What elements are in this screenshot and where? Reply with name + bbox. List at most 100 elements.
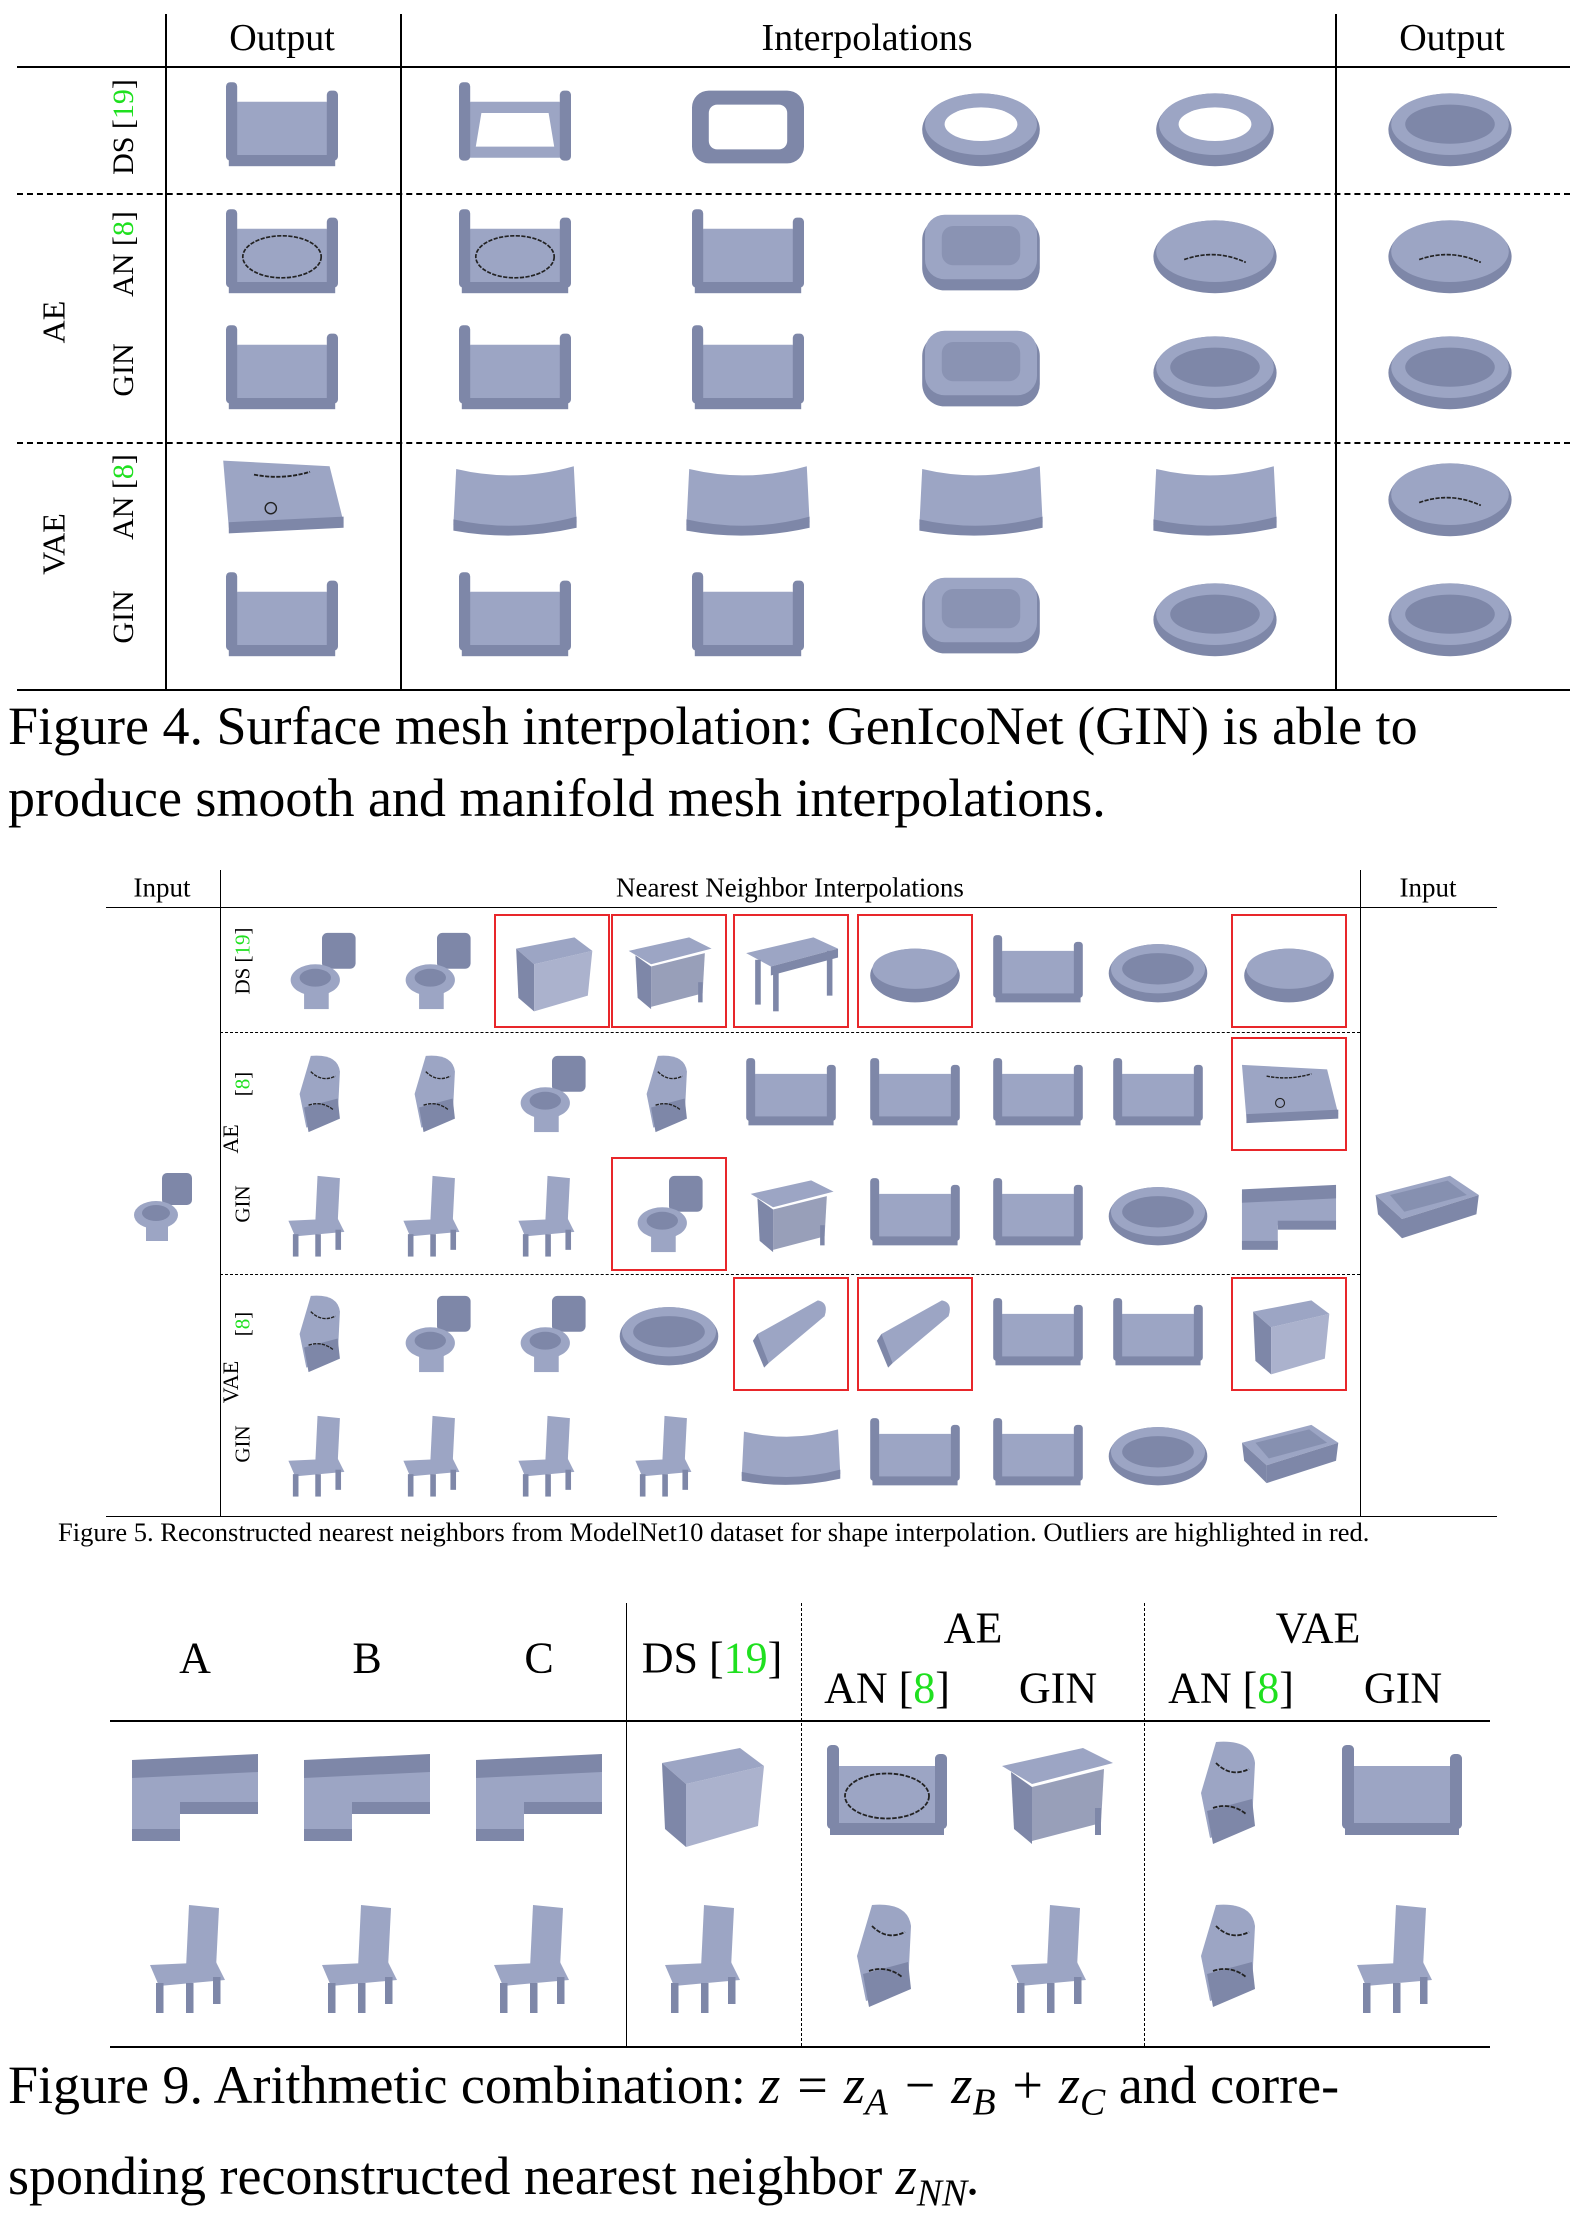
- mesh-render: [1241, 1064, 1339, 1124]
- mesh-render: [1108, 1187, 1208, 1246]
- mesh-chair: [266, 1159, 378, 1269]
- divider: [220, 870, 221, 1517]
- group-label-vae: VAE: [218, 1360, 243, 1404]
- mesh-mattress: [735, 1399, 847, 1509]
- dashed-separator: [220, 1274, 1360, 1275]
- mesh-tub-box: [1366, 1157, 1486, 1257]
- mesh-bed: [982, 1279, 1094, 1389]
- mesh-render: [619, 1307, 719, 1366]
- mesh-render: [692, 325, 804, 410]
- mesh-mattress: [901, 441, 1061, 553]
- mesh-tub-box: [1233, 1399, 1345, 1509]
- mesh-render: [520, 1055, 586, 1133]
- mesh-chair-flaw: [812, 1886, 962, 2026]
- mesh-tub-ring: [1135, 71, 1295, 183]
- mesh-chair: [464, 1886, 614, 2026]
- label-text: GIN: [230, 1425, 255, 1463]
- divider: [400, 14, 402, 689]
- dashed-separator: [17, 442, 1570, 444]
- caption-line: Figure 9. Arithmetic combination: z = zA…: [8, 2048, 1339, 2139]
- row-label: AN [8]: [107, 211, 141, 297]
- citation-link[interactable]: 8: [107, 221, 140, 237]
- citation-link[interactable]: 8: [913, 1663, 936, 1713]
- mesh-render: [746, 1058, 836, 1126]
- mesh-render: [453, 466, 577, 536]
- mesh-render: [476, 1754, 602, 1841]
- mesh-cabinet: [635, 1723, 785, 1863]
- mesh-render: [134, 1173, 192, 1241]
- math-token: +: [995, 2055, 1059, 2115]
- mesh-tub: [1135, 561, 1295, 673]
- mesh-sofa: [1233, 1159, 1345, 1269]
- mesh-toilet: [496, 1039, 608, 1149]
- group-label-ae: AE: [218, 1124, 243, 1154]
- mesh-render: [993, 1298, 1083, 1366]
- mesh-render: [1388, 93, 1512, 167]
- mesh-render: [288, 1415, 345, 1497]
- citation-link[interactable]: 19: [230, 934, 255, 956]
- label-text: GIN: [107, 343, 140, 397]
- mesh-chair: [496, 1399, 608, 1509]
- row-label: GIN: [231, 1185, 256, 1222]
- label-text: AN [: [824, 1663, 914, 1713]
- mesh-bed-flaw: [812, 1723, 962, 1863]
- mesh-bed: [1102, 1039, 1214, 1149]
- mesh-render: [299, 1295, 340, 1373]
- mesh-sofa: [120, 1723, 270, 1863]
- mesh-render: [662, 1748, 764, 1847]
- mesh-cabinet-outlier: [1231, 1277, 1347, 1391]
- mesh-bed: [859, 1039, 971, 1149]
- mesh-toilet-outlier: [611, 1157, 727, 1271]
- mesh-render: [226, 325, 338, 410]
- mesh-tub-oval-outlier: [1231, 914, 1347, 1028]
- row-label: DS [19]: [231, 927, 256, 994]
- group-label-ae: AE: [35, 300, 72, 344]
- row-label: [8]: [231, 1072, 256, 1097]
- header-rule: [17, 66, 1570, 68]
- math-subscript: NN: [916, 2172, 968, 2215]
- mesh-render: [752, 1300, 826, 1368]
- mesh-chair-flaw: [381, 1039, 493, 1149]
- mesh-render: [919, 466, 1043, 536]
- mesh-render: [1241, 1184, 1337, 1250]
- label-text: ]: [1279, 1663, 1294, 1713]
- mesh-mattress-flaw-outlier: [1231, 1037, 1347, 1151]
- header-vae-an: AN [8]: [1168, 1663, 1294, 1714]
- caption-line: Figure 4. Surface mesh interpolation: Ge…: [8, 696, 1418, 756]
- label-text: ]: [107, 79, 140, 90]
- mesh-render: [870, 1418, 960, 1486]
- citation-link[interactable]: 8: [230, 1078, 255, 1090]
- mesh-render: [993, 1418, 1083, 1486]
- mesh-render: [1153, 336, 1277, 410]
- mesh-render: [1357, 1905, 1432, 2013]
- citation-link[interactable]: 8: [230, 1318, 255, 1330]
- mesh-cabinet-outlier: [494, 914, 610, 1028]
- divider: [1360, 870, 1361, 1517]
- mesh-tub: [1370, 71, 1530, 183]
- mesh-nightstand: [981, 1723, 1131, 1863]
- mesh-tub: [1102, 1399, 1214, 1509]
- citation-link[interactable]: 8: [1257, 1663, 1280, 1713]
- caption-text: Figure 9. Arithmetic combination:: [8, 2055, 760, 2115]
- mesh-render: [299, 1055, 340, 1133]
- mesh-chair: [266, 1399, 378, 1509]
- header-vae-gin: GIN: [1363, 1663, 1443, 1713]
- row-label: GIN: [231, 1425, 256, 1462]
- mesh-tub-flaw: [1370, 441, 1530, 553]
- mesh-render: [692, 572, 804, 657]
- mesh-render: [226, 572, 338, 657]
- mesh-render: [1253, 1300, 1330, 1375]
- mesh-toilet: [381, 916, 493, 1026]
- mesh-render: [646, 1055, 687, 1133]
- mesh-bed: [668, 198, 828, 310]
- mesh-bed: [202, 561, 362, 673]
- citation-link[interactable]: 8: [107, 464, 140, 480]
- mesh-render: [1201, 1904, 1255, 2007]
- mesh-nightstand-outlier: [611, 914, 727, 1028]
- header-rule: [110, 1720, 1490, 1722]
- citation-link[interactable]: 19: [723, 1633, 768, 1683]
- header-ae-gin: GIN: [1018, 1663, 1098, 1713]
- mesh-tub: [1370, 561, 1530, 673]
- citation-link[interactable]: 19: [107, 89, 140, 120]
- mesh-render: [1002, 1748, 1113, 1844]
